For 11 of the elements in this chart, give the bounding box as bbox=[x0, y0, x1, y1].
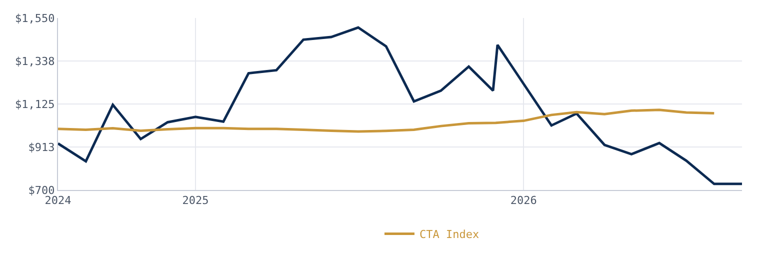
legend-label: CTA Index bbox=[419, 228, 480, 242]
x-tick-label: 2024 bbox=[44, 194, 72, 208]
y-tick-label: $1,125 bbox=[15, 98, 55, 111]
x-tick-label: 2025 bbox=[182, 194, 209, 208]
y-tick-label: $1,338 bbox=[15, 54, 55, 68]
line-series bbox=[58, 26, 742, 186]
y-tick-label: $1,550 bbox=[15, 12, 55, 25]
x-tick-label: 2026 bbox=[510, 194, 537, 208]
line-series bbox=[58, 108, 716, 133]
y-tick-label: $700 bbox=[28, 184, 55, 197]
y-tick-label: $913 bbox=[28, 140, 55, 154]
